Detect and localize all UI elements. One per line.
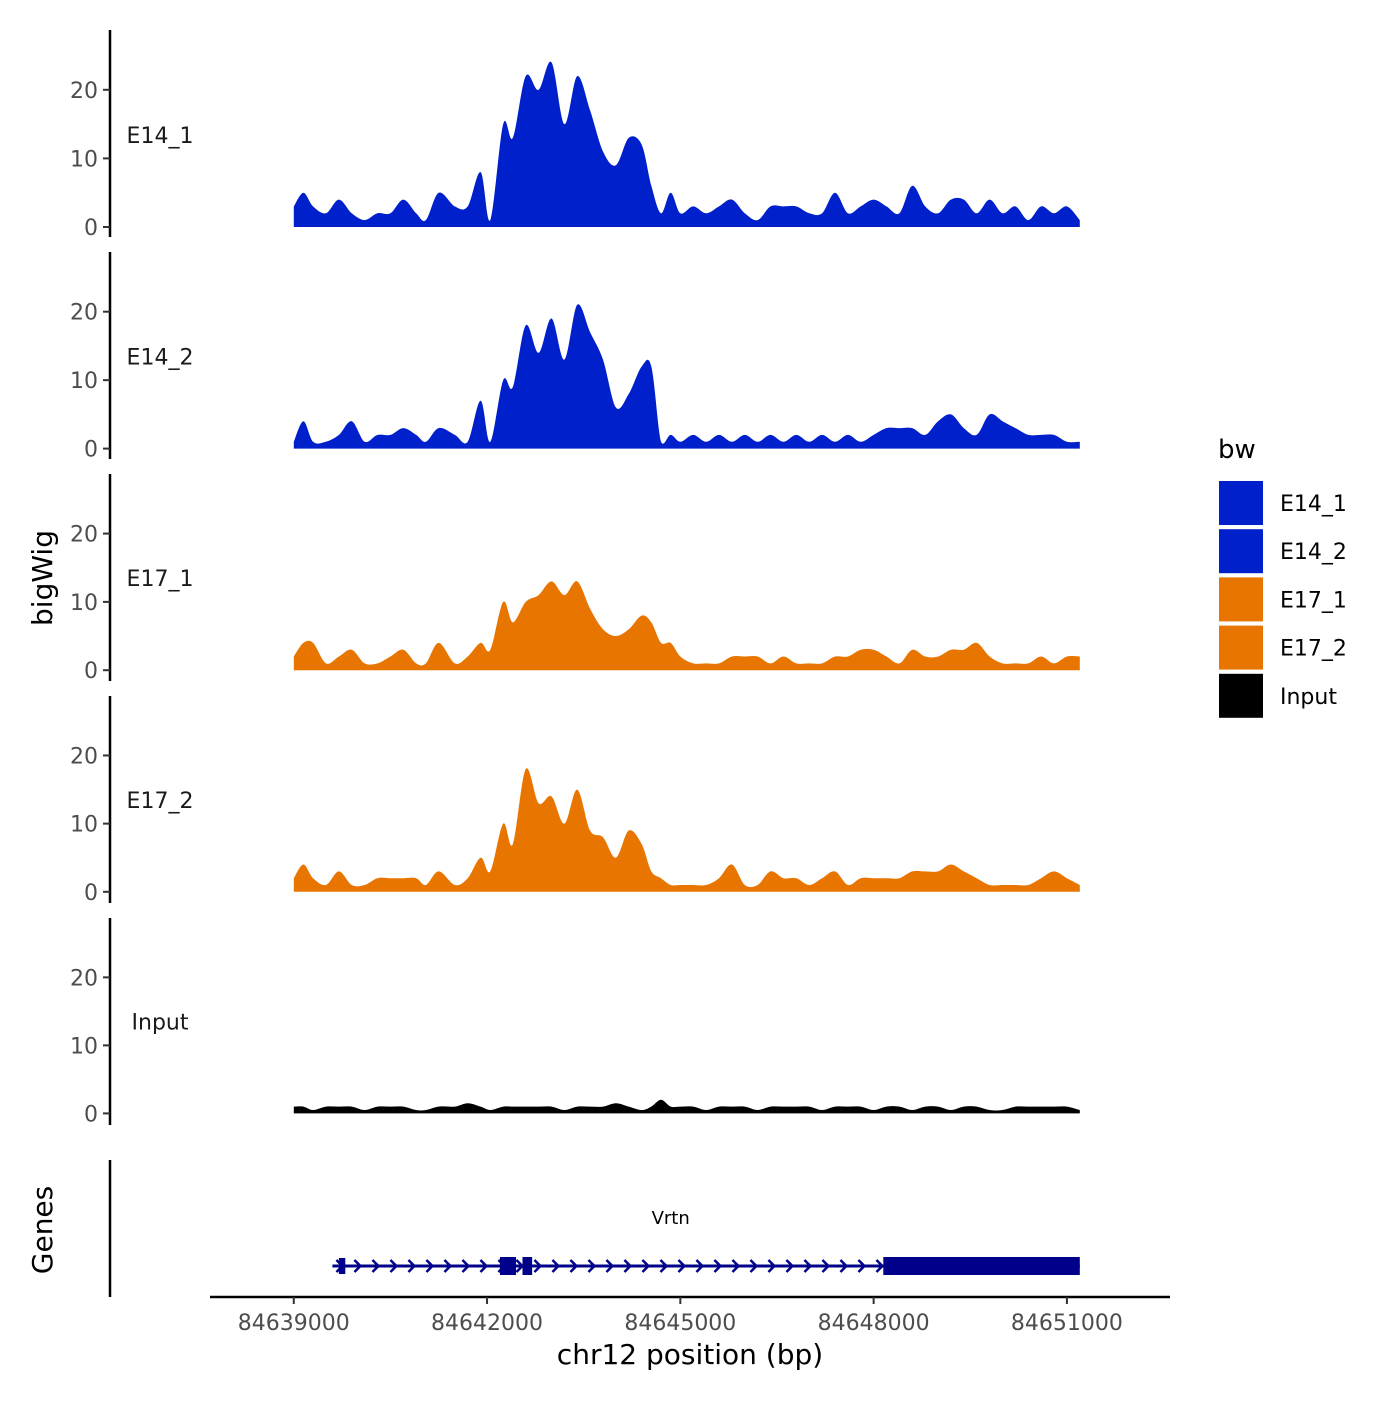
y-tick-label-E17_1-10: 10 xyxy=(70,591,98,616)
strand-arrow xyxy=(371,1259,381,1273)
legend-label-E17_1: E17_1 xyxy=(1280,588,1347,613)
strand-arrow xyxy=(425,1259,435,1273)
y-tick-label-E17_2-20: 20 xyxy=(70,744,98,769)
y-tick-label-E14_1-10: 10 xyxy=(70,147,98,172)
strand-arrow xyxy=(551,1259,561,1273)
x-tick-label-84645000: 84645000 xyxy=(624,1311,736,1336)
x-tick-label-84651000: 84651000 xyxy=(1011,1311,1123,1336)
strand-arrow xyxy=(785,1259,795,1273)
strand-arrow xyxy=(821,1259,831,1273)
legend-title: bw xyxy=(1218,435,1256,465)
genes-axis-title: Genes xyxy=(26,1186,59,1274)
legend: bw E14_1 E14_2 E17_1 E17_2 Input xyxy=(1217,435,1347,720)
strand-arrow xyxy=(839,1259,849,1273)
y-tick-label-Input-10: 10 xyxy=(70,1034,98,1059)
y-tick-label-E14_2-10: 10 xyxy=(70,369,98,394)
strand-arrow xyxy=(569,1259,579,1273)
strand-arrow xyxy=(803,1259,813,1273)
strand-arrow xyxy=(677,1259,687,1273)
strand-arrow xyxy=(587,1259,597,1273)
gene-track: Vrtn xyxy=(108,1160,1080,1297)
track-label-E14_1: E14_1 xyxy=(127,124,194,149)
gene-exon-4 xyxy=(883,1257,1080,1275)
area-Input xyxy=(293,1099,1080,1114)
y-tick-label-E17_2-0: 0 xyxy=(84,881,98,906)
legend-label-E14_2: E14_2 xyxy=(1280,540,1347,565)
strand-arrow xyxy=(875,1259,885,1273)
legend-label-E17_2: E17_2 xyxy=(1280,637,1347,662)
y-tick-label-E14_1-20: 20 xyxy=(70,79,98,104)
legend-swatch-Input xyxy=(1217,671,1265,720)
y-tick-label-E17_1-20: 20 xyxy=(70,523,98,548)
strand-arrow xyxy=(695,1259,705,1273)
strand-arrow xyxy=(407,1259,417,1273)
legend-label-Input: Input xyxy=(1280,685,1337,710)
area-E17_2 xyxy=(293,768,1080,892)
track-label-Input: Input xyxy=(132,1010,189,1035)
tracks-group: 0 10 20 E14_1 0 10 20 E14_2 0 10 20 E17_1 0 10 20 E17_2… xyxy=(70,30,1080,1127)
gene-exon-2 xyxy=(499,1257,517,1275)
strand-arrow xyxy=(533,1259,543,1273)
legend-swatch-E14_1 xyxy=(1217,479,1265,527)
track-E14_2: 0 10 20 E14_2 xyxy=(70,252,1080,463)
strand-arrow xyxy=(515,1259,525,1273)
legend-label-E14_1: E14_1 xyxy=(1280,492,1347,517)
x-axis-title: chr12 position (bp) xyxy=(557,1338,823,1371)
track-Input: 0 10 20 Input xyxy=(70,918,1080,1127)
y-tick-label-Input-0: 0 xyxy=(84,1102,98,1127)
strand-arrow xyxy=(389,1259,399,1273)
legend-swatch-E14_2 xyxy=(1217,527,1265,576)
x-tick-label-84648000: 84648000 xyxy=(818,1311,930,1336)
strand-arrow xyxy=(443,1259,453,1273)
legend-swatch-E17_2 xyxy=(1217,623,1265,672)
strand-arrow xyxy=(623,1259,633,1273)
track-E14_1: 0 10 20 E14_1 xyxy=(70,30,1080,241)
strand-arrow xyxy=(731,1259,741,1273)
strand-arrow xyxy=(353,1259,363,1273)
gene-exon-3 xyxy=(522,1257,533,1275)
strand-arrow xyxy=(605,1259,615,1273)
track-label-E17_1: E17_1 xyxy=(127,567,194,592)
strand-arrow xyxy=(767,1259,777,1273)
y-tick-label-E14_1-0: 0 xyxy=(84,216,98,241)
strand-arrow xyxy=(461,1259,471,1273)
strand-arrow xyxy=(857,1259,867,1273)
x-tick-label-84642000: 84642000 xyxy=(431,1311,543,1336)
area-E14_1 xyxy=(293,61,1080,227)
area-E14_2 xyxy=(293,304,1080,449)
strand-arrow xyxy=(659,1259,669,1273)
x-axis: 84639000 84642000 84645000 84648000 84651000 xyxy=(210,1295,1170,1336)
y-tick-label-E14_2-20: 20 xyxy=(70,301,98,326)
area-E17_1 xyxy=(293,581,1080,671)
track-E17_1: 0 10 20 E17_1 xyxy=(70,474,1080,684)
strand-arrow xyxy=(749,1259,759,1273)
strand-arrow xyxy=(479,1259,489,1273)
y-tick-label-Input-20: 20 xyxy=(70,966,98,991)
track-label-E17_2: E17_2 xyxy=(127,789,194,814)
track-label-E14_2: E14_2 xyxy=(127,346,194,371)
gene-name-label: Vrtn xyxy=(652,1208,690,1229)
strand-arrow xyxy=(641,1259,651,1273)
y-tick-label-E14_2-0: 0 xyxy=(84,438,98,463)
strand-arrow xyxy=(713,1259,723,1273)
y-axis-title: bigWig xyxy=(26,530,59,626)
legend-swatch-E17_1 xyxy=(1217,575,1265,624)
y-tick-label-E17_1-0: 0 xyxy=(84,659,98,684)
x-tick-label-84639000: 84639000 xyxy=(238,1311,350,1336)
y-tick-label-E17_2-10: 10 xyxy=(70,813,98,838)
gene-exon-1 xyxy=(338,1258,346,1274)
track-E17_2: 0 10 20 E17_2 xyxy=(70,696,1080,906)
